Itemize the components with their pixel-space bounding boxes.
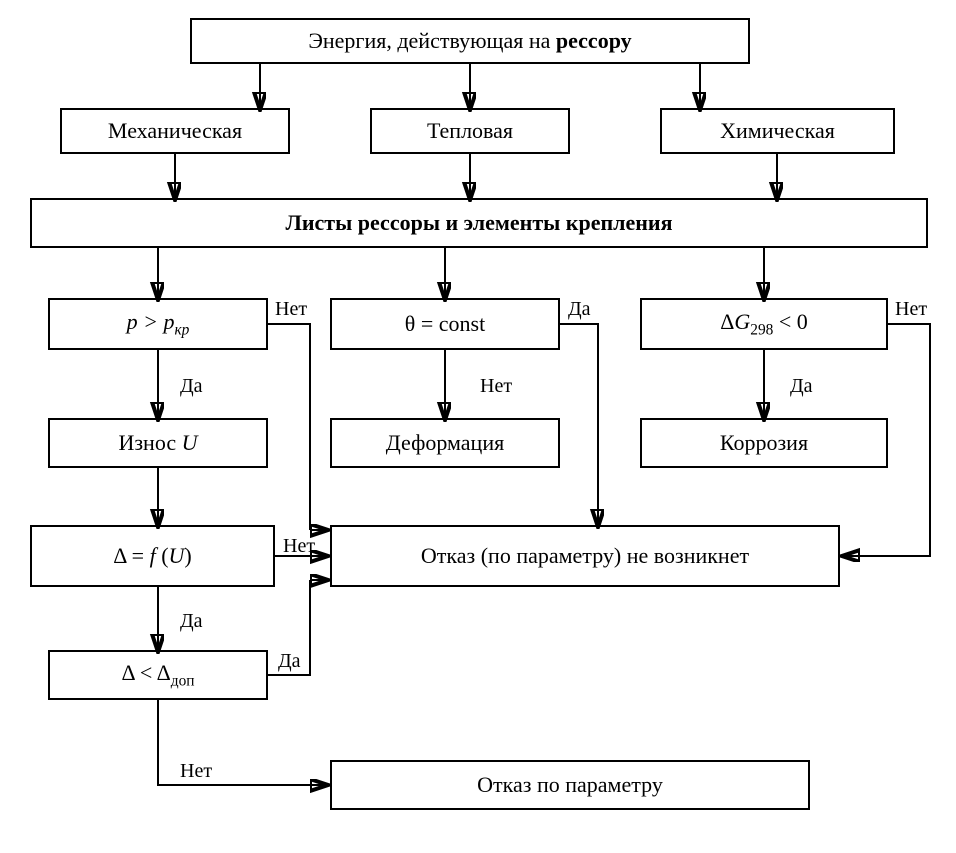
node-no-failure: Отказ (по параметру) не возникнет — [330, 525, 840, 587]
label-g-yes: Да — [790, 375, 813, 398]
node-energy-text: Энергия, действующая на рессору — [308, 28, 631, 54]
label-deltadop-no: Нет — [180, 760, 212, 783]
node-corrosion-text: Коррозия — [720, 430, 808, 456]
node-delta-f-text: Δ = f (U) — [113, 543, 192, 569]
node-failure-text: Отказ по параметру — [477, 772, 663, 798]
label-g-no: Нет — [895, 298, 927, 321]
node-mechanical: Механическая — [60, 108, 290, 154]
label-theta-no: Нет — [480, 375, 512, 398]
node-leaves: Листы рессоры и элементы крепления — [30, 198, 928, 248]
node-p-cond-text: p > pкр — [127, 309, 190, 340]
node-failure: Отказ по параметру — [330, 760, 810, 810]
node-delta-f: Δ = f (U) — [30, 525, 275, 587]
node-energy: Энергия, действующая на рессору — [190, 18, 750, 64]
label-p-yes: Да — [180, 375, 203, 398]
node-chemical-text: Химическая — [720, 118, 835, 144]
node-theta-cond: θ = const — [330, 298, 560, 350]
label-deltaf-yes: Да — [180, 610, 203, 633]
node-delta-dop-text: Δ < Δдоп — [121, 660, 194, 691]
node-wear-text: Износ U — [118, 430, 197, 456]
label-p-no: Нет — [275, 298, 307, 321]
node-delta-dop: Δ < Δдоп — [48, 650, 268, 700]
label-theta-yes: Да — [568, 298, 591, 321]
node-deformation: Деформация — [330, 418, 560, 468]
label-deltadop-yes: Да — [278, 650, 301, 673]
node-wear: Износ U — [48, 418, 268, 468]
node-mechanical-text: Механическая — [108, 118, 242, 144]
node-corrosion: Коррозия — [640, 418, 888, 468]
node-leaves-text: Листы рессоры и элементы крепления — [285, 210, 672, 236]
node-g-cond-text: ΔG298 < 0 — [720, 309, 808, 340]
node-deformation-text: Деформация — [386, 430, 504, 456]
node-g-cond: ΔG298 < 0 — [640, 298, 888, 350]
node-chemical: Химическая — [660, 108, 895, 154]
node-thermal: Тепловая — [370, 108, 570, 154]
node-theta-cond-text: θ = const — [405, 311, 485, 337]
node-p-cond: p > pкр — [48, 298, 268, 350]
node-thermal-text: Тепловая — [427, 118, 513, 144]
node-no-failure-text: Отказ (по параметру) не возникнет — [421, 543, 749, 569]
label-deltaf-no: Нет — [283, 535, 315, 558]
